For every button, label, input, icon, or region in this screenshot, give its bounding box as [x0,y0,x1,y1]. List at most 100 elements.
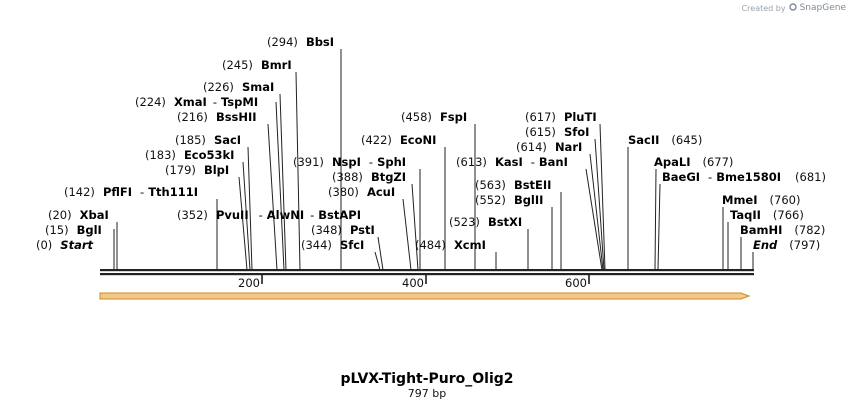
svg-text:(422)EcoNI: (422) EcoNI [361,133,436,147]
svg-text:(380)AcuI: (380) AcuI [328,185,395,199]
feature-pos: (677) [703,155,734,169]
feature-pos: (614) [516,140,547,154]
feature-name: Eco53kI [184,148,235,162]
feature-name: EcoNI [400,133,436,147]
feature-pos: (422) [361,133,392,147]
feature-pos: (216) [177,110,208,124]
feature-pos: (797) [789,238,820,252]
feature-name: BstEII [514,178,552,192]
feature-name: Tth111I [148,185,198,199]
svg-text:(552)BglII: (552) BglII [475,193,543,207]
feature-name: ApaLI [654,155,691,169]
feature-name: BssHII [216,110,257,124]
feature-name: PstI [350,223,375,237]
feature-pos: (563) [475,178,506,192]
feature-pos: (617) [525,110,556,124]
feature-name: PvuII [216,208,249,222]
feature-pos: (344) [301,238,332,252]
svg-text:(226)SmaI: (226) SmaI [203,80,274,94]
feature-name: SacI [214,133,241,147]
credit-brand: SnapGene [799,3,846,13]
plasmid-length: 797 bp [408,387,446,400]
svg-text:(142)PflFI-Tth111I: (142) PflFI - Tth111I [64,185,198,199]
feature-name: SfcI [340,238,364,252]
feature-name: BstAPI [318,208,361,222]
credit: Created by SnapGene [742,3,846,13]
feature-separator: - [708,170,712,184]
feature-pos: (681) [795,170,826,184]
feature-name: XbaI [80,208,109,222]
svg-text:(20)XbaI: (20) XbaI [48,208,109,222]
feature-pos: (388) [332,170,363,184]
feature-pos: (224) [135,95,166,109]
svg-text:(563)BstEII: (563) BstEII [475,178,551,192]
feature-name: SacII [628,133,659,147]
feature-name: BtgZI [371,170,406,184]
feature-pos: (20) [48,208,72,222]
feature-pos: (294) [267,35,298,49]
svg-text:(388)BtgZI: (388) BtgZI [332,170,406,184]
feature-pos: (226) [203,80,234,94]
feature-name: BglI [77,223,102,237]
feature-pos: (348) [311,223,342,237]
svg-text:(179)BlpI: (179) BlpI [165,163,229,177]
feature-name: Start [60,238,93,252]
backbone [100,269,754,276]
svg-text:(391)NspI-SphI: (391) NspI - SphI [293,155,406,169]
feature-name: BlpI [204,163,229,177]
feature-name: TspMI [221,95,258,109]
svg-text:(458)FspI: (458) FspI [401,110,467,124]
svg-text:(614)NarI: (614) NarI [516,140,582,154]
feature-name: KasI [495,155,523,169]
feature-pos: (142) [64,185,95,199]
feature-pos: (766) [773,208,804,222]
scale-ticks: 200 400 600 [238,275,590,290]
feature-separator: - [213,95,217,109]
tick-label: 200 [238,276,260,290]
feature-name: NspI [332,155,361,169]
svg-text:(185)SacI: (185) SacI [175,133,241,147]
svg-text:BamHI(782): BamHI (782) [740,223,825,237]
svg-text:MmeI(760): MmeI (760) [722,193,800,207]
feature-name: BglII [514,193,544,207]
feature-name: BanI [539,155,568,169]
leader-lines [113,49,754,271]
feature-name: End [753,238,778,252]
tick-label: 400 [402,276,424,290]
feature-name: Bme1580I [716,170,781,184]
feature-name: FspI [440,110,467,124]
feature-name: BbsI [306,35,334,49]
feature-name: SfoI [564,125,589,139]
credit-prefix: Created by [741,3,786,13]
tick-label: 600 [565,276,587,290]
feature-pos: (782) [794,223,825,237]
svg-text:TaqII(766): TaqII (766) [730,208,804,222]
svg-text:End(797): End (797) [753,238,820,252]
feature-name: MmeI [722,193,758,207]
svg-text:(352)PvuII-AlwNI-BstAPI: (352) PvuII - AlwNI - BstAPI [177,208,361,222]
svg-text:(613)KasI-BanI: (613) KasI - BanI [456,155,568,169]
feature-pos: (645) [671,133,702,147]
svg-text:SacII(645): SacII (645) [628,133,702,147]
feature-arrow[interactable] [99,292,751,300]
feature-separator: - [259,208,263,222]
svg-text:(216)BssHII: (216) BssHII [177,110,257,124]
feature-name: PflFI [103,185,132,199]
feature-separator: - [369,155,373,169]
svg-text:(348)PstI: (348) PstI [311,223,375,237]
svg-text:(615)SfoI: (615) SfoI [525,125,589,139]
feature-name: TaqII [730,208,761,222]
feature-name: XcmI [454,238,486,252]
svg-text:(183)Eco53kI: (183) Eco53kI [145,148,234,162]
svg-text:(344)SfcI: (344) SfcI [301,238,364,252]
feature-pos: (15) [45,223,69,237]
feature-pos: (183) [145,148,176,162]
feature-pos: (760) [770,193,801,207]
plasmid-name: pLVX-Tight-Puro_Olig2 [340,371,513,387]
feature-separator: - [140,185,144,199]
svg-text:(224)XmaI-TspMI: (224) XmaI - TspMI [135,95,258,109]
feature-pos: (380) [328,185,359,199]
svg-text:(484)XcmI: (484) XcmI [415,238,486,252]
svg-text:(0)Start: (0) Start [36,238,94,252]
